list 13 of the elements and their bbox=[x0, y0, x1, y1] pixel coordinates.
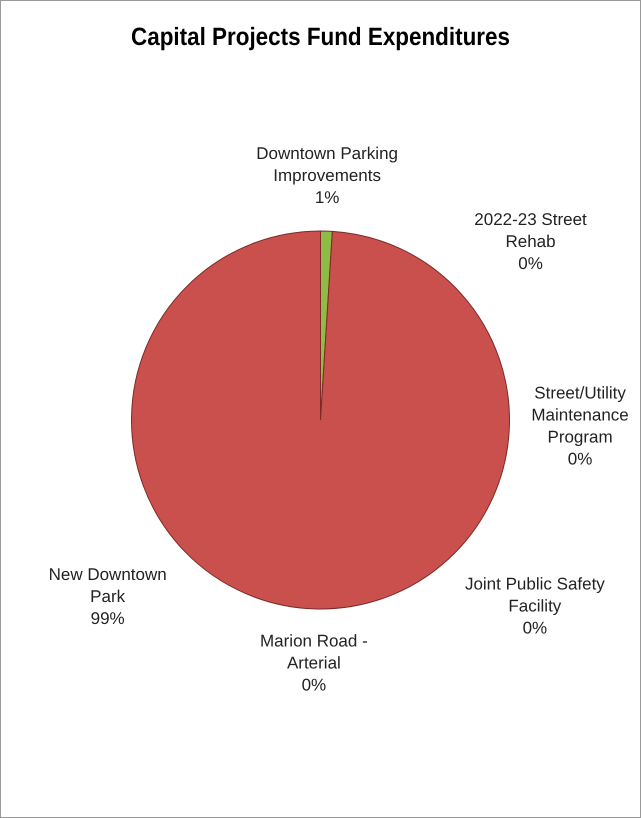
slice-label: New Downtown Park bbox=[48, 565, 167, 606]
category-label: 2022-23 Street Rehab bbox=[474, 210, 587, 252]
chart-title: Capital Projects Fund Expenditures bbox=[131, 22, 510, 52]
text: 0% bbox=[522, 618, 548, 638]
slice-label: Downtown Parking Improvements bbox=[256, 144, 398, 185]
text: 0% bbox=[302, 676, 326, 695]
category-label: Joint Public Safety Facility bbox=[464, 574, 605, 616]
category-label: Marion Road - Arterial bbox=[260, 632, 368, 673]
text: 0% bbox=[568, 449, 592, 468]
text: 0% bbox=[518, 254, 543, 274]
data-label: 1% bbox=[314, 188, 340, 207]
category-label: Street/Utility Maintenance Program bbox=[531, 383, 629, 446]
data-label: 99% bbox=[90, 609, 125, 628]
